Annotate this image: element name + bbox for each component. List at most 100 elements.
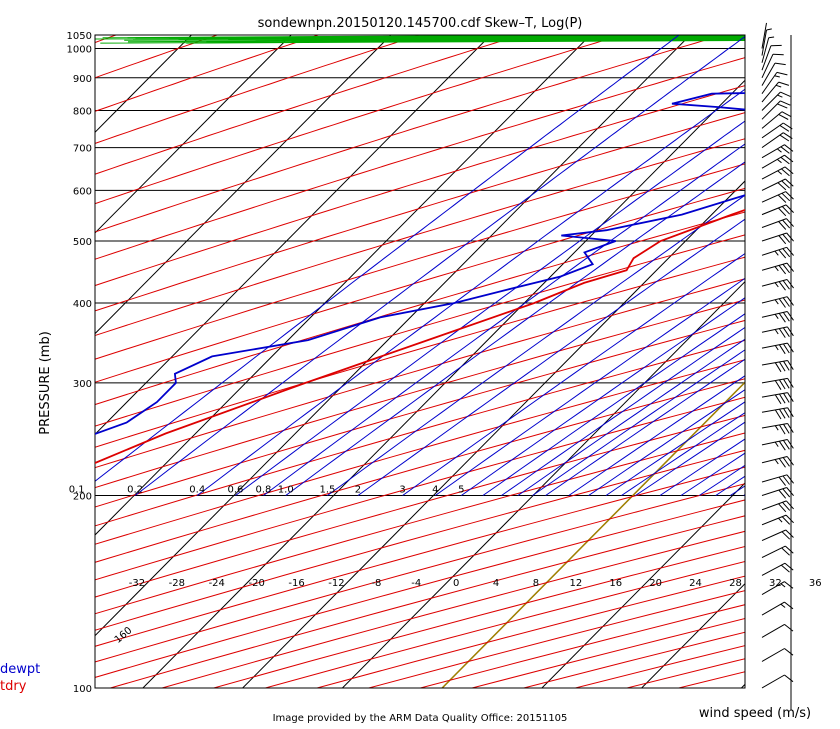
pressure-tick-label: 1050 xyxy=(67,31,92,42)
wind-barb-half-flag xyxy=(775,267,778,271)
pressure-tick-label: 500 xyxy=(73,237,92,248)
wind-barb-half-flag xyxy=(775,76,780,77)
dry-adiabat-label: 160 xyxy=(113,625,135,646)
wind-barb-flag xyxy=(775,410,781,419)
wind-barb xyxy=(762,219,794,230)
pressure-tick-label: 300 xyxy=(73,379,92,390)
wind-barb-flag xyxy=(777,104,787,108)
wind-barb-half-flag xyxy=(777,95,782,97)
mixing-ratio-line xyxy=(135,35,747,496)
plot-frame xyxy=(95,35,745,688)
dry-adiabat-line xyxy=(627,35,840,688)
pressure-tick-label: 400 xyxy=(73,299,92,310)
isotherm-line xyxy=(0,35,191,688)
wind-barb-half-flag xyxy=(777,149,781,152)
wind-barb-flag xyxy=(780,92,790,96)
temperature-label: -16 xyxy=(288,578,304,589)
wind-barb-flag xyxy=(782,112,792,117)
wind-barb-half-flag xyxy=(777,159,781,162)
temperature-label: 28 xyxy=(729,578,742,589)
wind-barb-half-flag xyxy=(778,518,782,522)
wind-barb-half-flag xyxy=(776,85,781,87)
isotherm-line xyxy=(0,35,391,688)
dry-adiabat-line xyxy=(7,35,840,688)
mixing-ratio-label: 2 xyxy=(355,485,361,496)
dry-adiabat-line xyxy=(317,35,840,688)
wind-barb-flag xyxy=(780,101,790,105)
temperature-label: 0 xyxy=(453,578,459,589)
mixing-ratio-line xyxy=(636,35,840,496)
dry-adiabat-line xyxy=(524,35,840,688)
temperature-label: -28 xyxy=(169,578,185,589)
wind-barb-flag xyxy=(788,361,794,370)
wind-barb xyxy=(762,82,789,102)
wind-barb xyxy=(762,440,793,451)
dry-adiabat-line xyxy=(472,35,840,688)
wind-barb-half-flag xyxy=(769,37,774,38)
wind-barb-half-flag xyxy=(778,171,782,175)
mixing-ratio-label: 0.4 xyxy=(189,485,205,496)
dry-adiabat-line xyxy=(265,35,840,688)
dry-adiabat-line xyxy=(420,35,840,688)
dry-adiabat-line xyxy=(0,35,116,688)
y-axis-label: PRESSURE (mb) xyxy=(38,331,53,435)
temperature-label: 24 xyxy=(689,578,702,589)
wind-barb-flag xyxy=(775,363,781,372)
wind-barb xyxy=(762,361,793,372)
mixing-ratio-label: 5 xyxy=(458,485,464,496)
temperature-label: -8 xyxy=(371,578,381,589)
legend-dewpt: dewpt xyxy=(0,662,40,677)
wind-barb-flag xyxy=(788,424,794,433)
temperature-label: 4 xyxy=(493,578,499,589)
pressure-tick-label: 100 xyxy=(73,684,92,695)
wind-barb-half-flag xyxy=(781,604,785,607)
wind-barb-flag xyxy=(785,624,794,631)
temperature-label: -32 xyxy=(129,578,145,589)
wind-barb-flag xyxy=(785,649,794,656)
wind-barb-half-flag xyxy=(775,283,778,287)
temperature-label: -24 xyxy=(209,578,225,589)
wind-barb-flag xyxy=(788,378,794,387)
mixing-ratio-line xyxy=(236,35,840,496)
wind-barb-flag xyxy=(775,381,781,390)
temperature-label: -20 xyxy=(248,578,264,589)
wind-barb xyxy=(762,297,794,308)
wind-barb xyxy=(762,602,793,615)
wind-barb-flag xyxy=(775,63,786,65)
wind-barb xyxy=(762,312,794,323)
wind-barb-flag xyxy=(773,54,784,55)
wind-barb-flag xyxy=(788,408,794,417)
isotherm-line xyxy=(642,35,840,688)
mixing-ratio-label: 0.1 xyxy=(69,485,85,496)
wind-barb-flag xyxy=(775,395,781,404)
wind-barb-half-flag xyxy=(775,346,778,351)
wind-barb-flag xyxy=(785,602,794,609)
wind-barb xyxy=(762,72,787,93)
pressure-tick-label: 900 xyxy=(73,74,92,85)
isotherm-line xyxy=(143,35,790,688)
wind-barb-half-flag xyxy=(775,426,778,431)
wind-barb xyxy=(762,675,793,688)
pressure-tick-label: 1000 xyxy=(67,45,92,56)
temperature-label: 20 xyxy=(649,578,662,589)
wind-barb-staff xyxy=(762,649,785,662)
temperature-label: -4 xyxy=(411,578,421,589)
wind-barb-flag xyxy=(788,393,794,402)
isotherm-line xyxy=(243,35,840,688)
wind-barb xyxy=(762,624,793,637)
mixing-ratio-line xyxy=(744,35,840,496)
mixing-ratio-line xyxy=(286,35,840,496)
temperature-label: 36 xyxy=(809,578,822,589)
dry-adiabat-line xyxy=(679,35,840,688)
wind-barb xyxy=(762,155,793,168)
wind-barb xyxy=(762,192,794,203)
wind-barb-half-flag xyxy=(775,300,778,304)
wind-barb xyxy=(762,247,794,258)
dry-adiabat-line xyxy=(110,35,840,688)
wind-barb-flag xyxy=(785,675,794,682)
pressure-tick-label: 800 xyxy=(73,107,92,118)
wind-barb xyxy=(762,488,794,499)
chart-title: sondewnpn.20150120.145700.cdf Skew–T, Lo… xyxy=(258,16,583,31)
